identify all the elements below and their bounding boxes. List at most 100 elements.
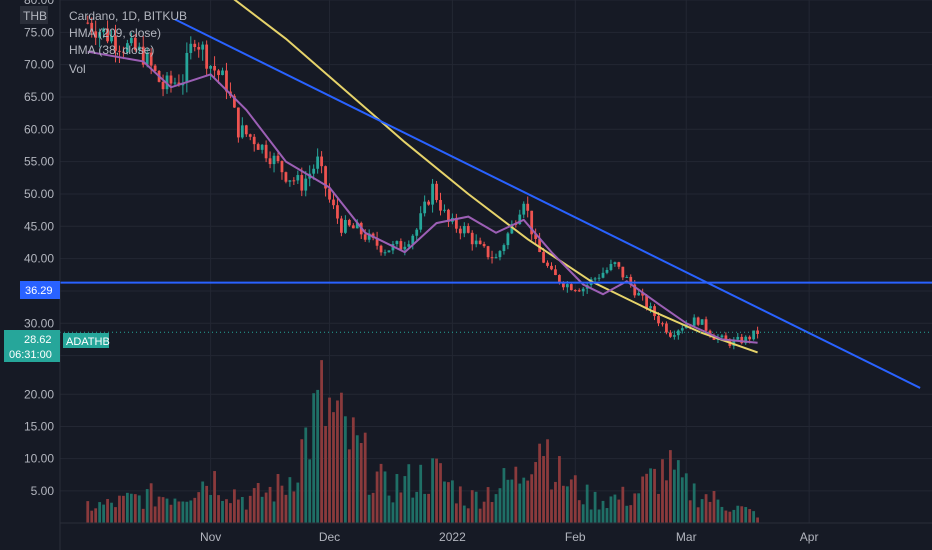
volume-bar [407,464,411,523]
volume-bar [581,504,585,523]
candle-body [680,328,684,331]
volume-tick-label: 10.00 [24,452,54,466]
candle-body [340,218,343,233]
volume-bar [90,510,94,523]
volume-bar [752,511,756,523]
candle-body [581,288,585,292]
volume-bar [141,508,145,523]
volume-bar [419,464,423,523]
candle-body [118,50,121,52]
volume-bar [451,480,454,523]
volume-bar [617,499,621,523]
volume-bar [284,494,288,523]
currency-label: THB [23,9,47,23]
currency-badge: THB [20,6,48,24]
volume-bar [637,493,641,523]
volume-bar [252,488,256,523]
volume-bar [133,494,137,523]
chart-grid [60,0,932,523]
candle-body [122,51,125,53]
horizontal-level-badge[interactable]: 36.29 [20,281,60,299]
candle-body [375,237,379,246]
volume-bar [692,483,696,523]
candle-body [106,28,109,42]
volume-bar [399,492,403,523]
volume-bar [744,507,748,523]
candle-body [593,278,597,280]
hma-38-legend[interactable]: HMA (38, close) [69,43,154,57]
volume-bar [395,474,399,523]
candle-body [336,205,339,219]
candle-body [506,233,510,246]
candle-body [328,188,331,200]
candle-body [149,52,153,66]
candle-body [454,217,458,229]
volume-bar [621,486,625,523]
hma-209-legend[interactable]: HMA (209, close) [69,26,161,40]
volume-bar [700,499,704,523]
time-tick-label: Feb [565,530,586,544]
candle-body [395,241,399,245]
volume-bar [209,494,213,523]
volume-bar [478,508,482,523]
candle-body [272,155,276,165]
volume-bar [149,483,153,523]
candle-body [225,70,228,92]
volume-bar [439,463,442,523]
candle-body [415,229,419,236]
candle-body [169,75,173,84]
candle-body [550,265,553,270]
candle-body [526,203,530,211]
volume-bar [165,498,169,523]
price-tick-label: 40.00 [24,252,54,266]
volume-bar [375,471,379,523]
candle-body [102,28,105,33]
candle-body [696,317,700,325]
candle-body [411,235,415,245]
candle-body [268,158,272,165]
bar-countdown: 06:31:00 [9,349,52,361]
volume-bar [244,509,248,523]
volume-bar [486,487,490,523]
candle-body [221,70,224,76]
candle-body [379,245,383,253]
trend-line [174,18,921,389]
volume-bar [336,400,339,523]
candle-body [383,252,387,254]
volume-bar [736,505,740,523]
candle-body [554,269,557,276]
candle-body [145,52,149,65]
candle-body [284,172,288,182]
volume-bar [680,477,684,523]
volume-bar [665,480,668,523]
candle-body [252,136,256,145]
candle-body [256,144,260,150]
volume-bar [669,450,672,523]
volume-bar [320,360,323,523]
volume-bar [601,500,605,523]
volume-bar [470,490,474,523]
volume-bar [201,481,205,523]
volume-legend[interactable]: Vol [69,62,86,76]
chart-legend: Cardano, 1D, BITKUB HMA (209, close) HMA… [69,9,187,76]
volume-bar [415,491,419,523]
candle-body [629,276,633,285]
volume-bar [403,476,407,523]
candle-body [625,276,629,278]
candle-body [304,178,308,191]
volume-bar [538,443,541,523]
candle-body [161,81,165,90]
volume-bar [661,459,664,523]
symbol-legend[interactable]: Cardano, 1D, BITKUB [69,9,187,23]
candle-body [470,232,474,245]
volume-bar [712,491,716,523]
volume-bar [185,501,189,523]
volume-bar [312,393,316,523]
candle-body [351,225,355,229]
volume-tick-label: 20.00 [24,387,54,401]
candle-body [86,22,90,24]
candle-body [478,240,482,245]
candle-body [423,201,427,214]
